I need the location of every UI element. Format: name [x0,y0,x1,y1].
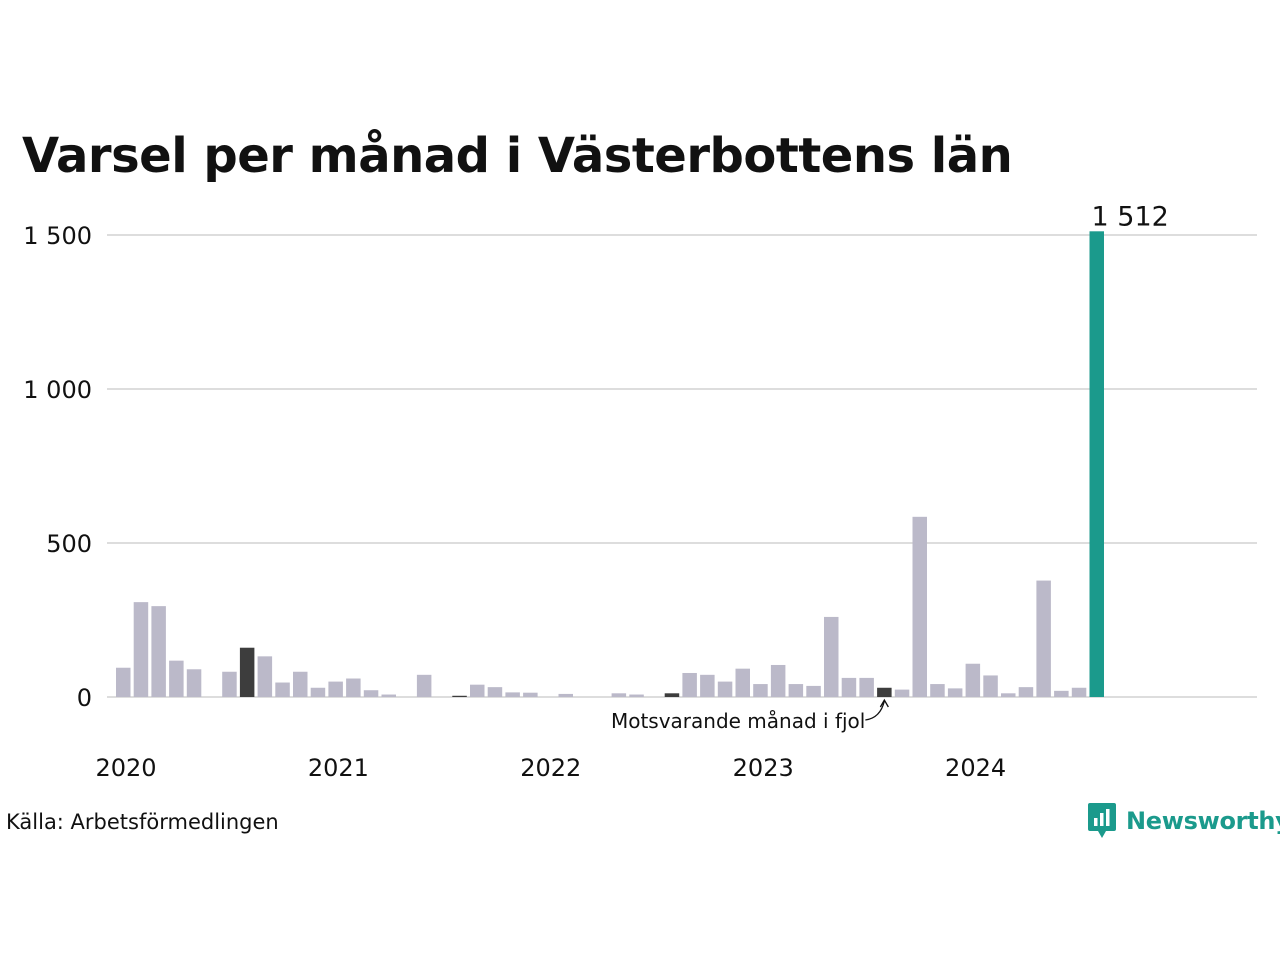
bar [116,667,131,697]
bar [611,693,627,697]
x-tick-label: 2022 [520,754,581,782]
bar [328,681,343,697]
bar-chart-badge-icon [1088,803,1116,838]
bar [1036,580,1051,697]
y-tick-label: 500 [46,530,92,558]
bar [664,693,680,697]
bar [470,684,485,697]
x-tick-label: 2023 [733,754,794,782]
bar [505,692,520,697]
bar [133,602,149,697]
bar [416,674,432,697]
bar [806,685,821,697]
bar [824,616,839,697]
grid-lines [107,234,1257,698]
bar [239,647,255,697]
y-tick-label: 0 [77,684,92,712]
bar [788,684,804,697]
bar [257,656,273,697]
highlight-value-label: 1 512 [1092,201,1169,232]
y-axis-ticks: 0 500 1 000 1 500 [23,222,92,712]
x-axis-ticks: 2020 2021 2022 2023 2024 [95,754,1006,782]
bar [841,677,857,697]
bar [894,689,910,697]
bar [452,695,467,697]
source-note: Källa: Arbetsförmedlingen [6,810,279,834]
bar [700,674,715,697]
brand-name: Newsworthy [1126,807,1280,835]
brand-logo: Newsworthy [1086,800,1280,842]
bar [965,663,981,697]
bar [1001,693,1016,697]
bar [523,692,538,697]
bar [1018,687,1034,697]
annotations: 1 512 Motsvarande månad i fjol [611,201,1169,733]
bar [222,671,237,697]
chart-title: Varsel per månad i Västerbottens län [22,128,1013,184]
bar [983,675,998,697]
bar [381,694,396,697]
bar [1071,687,1087,697]
y-tick-label: 1 000 [23,376,92,404]
bar [151,606,166,697]
bar [558,693,573,697]
bar [912,516,927,697]
bar [186,669,202,697]
bars [116,231,1104,697]
bar [770,664,786,697]
bar [1054,690,1069,697]
bar [363,690,379,697]
bar [293,671,308,697]
bar [310,687,326,697]
bar [629,694,644,697]
bar [169,660,184,697]
x-tick-label: 2021 [308,754,369,782]
annotation-label: Motsvarande månad i fjol [611,709,865,733]
y-tick-label: 1 500 [23,222,92,250]
bar [735,668,750,697]
bar [859,677,874,697]
bar [930,684,945,697]
bar [346,678,361,697]
bar [717,681,733,697]
bar [1089,231,1104,697]
x-tick-label: 2024 [945,754,1006,782]
bar [877,687,892,697]
bar [487,687,503,697]
x-tick-label: 2020 [95,754,156,782]
bar [947,688,963,697]
bar [275,682,290,697]
bar [682,672,697,697]
bar [753,684,768,697]
annotation-arrow [865,698,889,721]
